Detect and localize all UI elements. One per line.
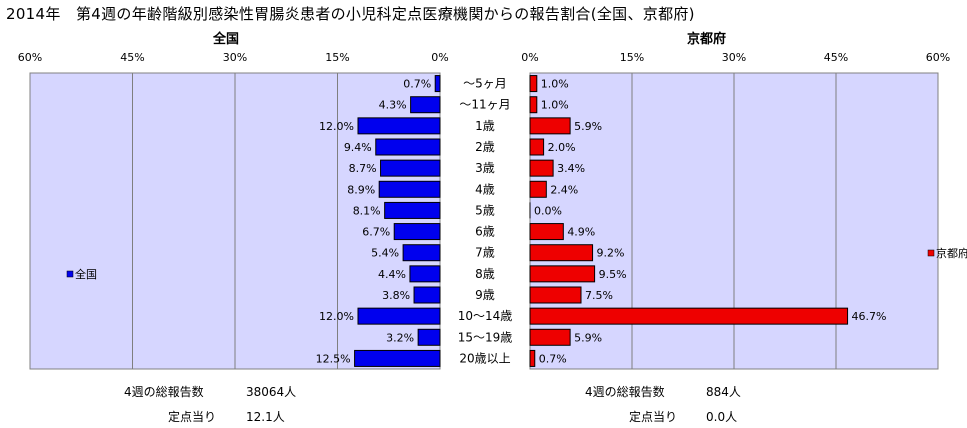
national-value-label: 8.9% xyxy=(347,183,375,196)
kyoto-value-label: 1.0% xyxy=(541,99,569,112)
kyoto-bar xyxy=(529,117,571,135)
national-value-label: 12.5% xyxy=(316,352,351,365)
national-value-label: 4.3% xyxy=(379,99,407,112)
kyoto-bar xyxy=(529,265,596,283)
chart-title: 2014年 第4週の年齢階級別感染性胃腸炎患者の小児科定点医療機関からの報告割合… xyxy=(6,5,695,23)
national-value-label: 12.0% xyxy=(319,310,354,323)
left-x-tick-label: 15% xyxy=(325,51,349,64)
age-category-label: 8歳 xyxy=(475,267,495,281)
age-category-label: 7歳 xyxy=(475,246,495,260)
age-category-label: 5歳 xyxy=(475,203,495,217)
left-x-tick-label: 0% xyxy=(431,51,448,64)
national-bar xyxy=(357,117,441,135)
left-per-label: 定点当り xyxy=(168,410,217,424)
age-category-label: 4歳 xyxy=(475,182,495,196)
national-bar xyxy=(417,328,441,346)
kyoto-value-label: 2.0% xyxy=(548,141,576,154)
left-x-tick-label: 60% xyxy=(18,51,42,64)
kyoto-value-label: 4.9% xyxy=(567,226,595,239)
kyoto-bar xyxy=(529,223,564,241)
right-x-tick-label: 60% xyxy=(926,51,950,64)
national-value-label: 4.4% xyxy=(378,268,406,281)
national-legend-label: 全国 xyxy=(75,267,97,281)
kyoto-bar xyxy=(529,75,538,93)
kyoto-value-label: 7.5% xyxy=(585,289,613,302)
national-value-label: 5.4% xyxy=(371,247,399,260)
right-x-tick-label: 15% xyxy=(620,51,644,64)
kyoto-bar xyxy=(529,159,554,177)
national-value-label: 6.7% xyxy=(362,226,390,239)
kyoto-bar xyxy=(529,286,582,304)
kyoto-value-label: 5.9% xyxy=(574,120,602,133)
national-bar xyxy=(393,223,441,241)
kyoto-legend-label: 京都府 xyxy=(936,246,967,260)
national-bar xyxy=(378,180,441,198)
age-category-label: 10～14歳 xyxy=(458,309,513,323)
kyoto-legend-swatch xyxy=(927,249,935,257)
age-category-label: 15～19歳 xyxy=(458,330,513,344)
left-total-value: 38064人 xyxy=(246,385,297,399)
kyoto-value-label: 0.0% xyxy=(534,204,562,217)
right-per-value: 0.0人 xyxy=(706,410,738,424)
kyoto-bar xyxy=(529,138,545,156)
left-total-label: 4週の総報告数 xyxy=(124,385,204,399)
national-value-label: 8.1% xyxy=(353,204,381,217)
age-category-label: 9歳 xyxy=(475,288,495,302)
kyoto-value-label: 9.5% xyxy=(599,268,627,281)
left-panel-title: 全国 xyxy=(213,32,240,47)
national-bar xyxy=(357,307,441,325)
national-bar xyxy=(384,201,441,219)
age-category-label: ～11ヶ月 xyxy=(459,98,510,112)
national-bar xyxy=(402,244,441,262)
right-x-tick-label: 30% xyxy=(722,51,746,64)
national-bar xyxy=(410,96,441,114)
national-bar xyxy=(380,159,441,177)
age-category-label: 6歳 xyxy=(475,225,495,239)
national-value-label: 3.2% xyxy=(386,331,414,344)
national-value-label: 9.4% xyxy=(344,141,372,154)
kyoto-value-label: 46.7% xyxy=(852,310,887,323)
national-value-label: 12.0% xyxy=(319,120,354,133)
left-per-value: 12.1人 xyxy=(246,410,285,424)
age-category-label: 3歳 xyxy=(475,161,495,175)
kyoto-bar xyxy=(529,349,536,367)
right-per-label: 定点当り xyxy=(629,410,678,424)
national-value-label: 8.7% xyxy=(349,162,377,175)
kyoto-bar xyxy=(529,307,849,325)
national-value-label: 3.8% xyxy=(382,289,410,302)
kyoto-bar xyxy=(529,244,594,262)
kyoto-bar xyxy=(529,328,571,346)
age-category-label: ～5ヶ月 xyxy=(463,77,507,91)
national-legend-swatch xyxy=(66,270,74,278)
kyoto-value-label: 1.0% xyxy=(541,78,569,91)
right-x-tick-label: 0% xyxy=(521,51,538,64)
national-bar xyxy=(375,138,441,156)
age-category-label: 1歳 xyxy=(475,119,495,133)
kyoto-value-label: 0.7% xyxy=(539,352,567,365)
kyoto-value-label: 3.4% xyxy=(557,162,585,175)
national-value-label: 0.7% xyxy=(403,78,431,91)
kyoto-value-label: 9.2% xyxy=(597,247,625,260)
left-x-tick-label: 45% xyxy=(120,51,144,64)
kyoto-value-label: 2.4% xyxy=(550,183,578,196)
right-panel-title: 京都府 xyxy=(687,32,727,47)
left-x-tick-label: 30% xyxy=(223,51,247,64)
kyoto-bar xyxy=(529,180,547,198)
national-bar xyxy=(413,286,441,304)
right-total-label: 4週の総報告数 xyxy=(585,385,665,399)
age-category-label: 2歳 xyxy=(475,140,495,154)
national-bar xyxy=(354,349,441,367)
kyoto-bar xyxy=(529,96,538,114)
kyoto-value-label: 5.9% xyxy=(574,331,602,344)
right-total-value: 884人 xyxy=(706,385,741,399)
national-bar xyxy=(434,75,441,93)
right-x-tick-label: 45% xyxy=(824,51,848,64)
national-bar xyxy=(409,265,441,283)
age-category-label: 20歳以上 xyxy=(459,351,510,365)
